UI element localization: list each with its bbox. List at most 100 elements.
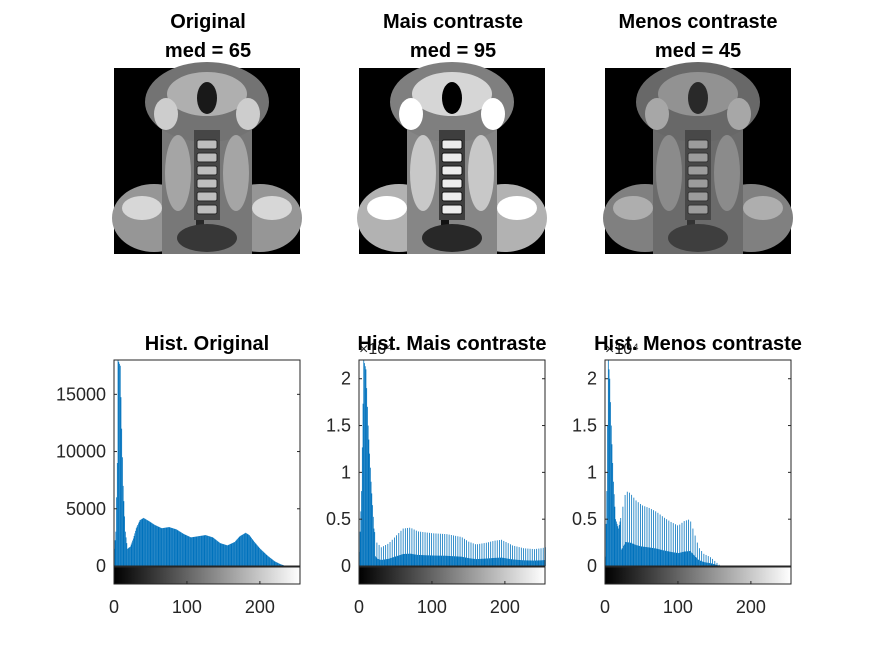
histogram-bar — [127, 548, 129, 566]
histogram-bar — [707, 562, 708, 566]
histogram-bar — [437, 555, 438, 566]
histogram-bar — [396, 535, 397, 566]
histogram-bar — [439, 533, 441, 566]
histogram-bar — [453, 556, 455, 566]
histogram-bar — [442, 555, 444, 566]
histogram-bar — [259, 548, 261, 566]
histogram-bar — [675, 524, 676, 566]
histogram-bar — [187, 536, 189, 566]
histogram-bar — [184, 534, 185, 566]
histogram-bar — [380, 547, 382, 566]
histogram-bar — [443, 555, 445, 566]
histogram-bar — [415, 530, 417, 566]
histogram-bar — [385, 545, 387, 566]
histogram-bar — [698, 560, 700, 566]
histogram-bar — [435, 533, 437, 566]
histogram-bar — [487, 558, 489, 566]
scan-vertebra — [441, 178, 463, 189]
histogram-bar — [365, 369, 367, 566]
histogram-bar — [483, 543, 485, 566]
histogram-bar — [649, 547, 651, 566]
histogram-bar — [497, 557, 499, 566]
histogram-bar — [607, 360, 609, 566]
histogram-bar — [410, 553, 412, 566]
histogram-bar — [513, 559, 515, 566]
histogram-bar — [515, 559, 517, 566]
histogram-bar — [526, 560, 527, 566]
histogram-bar — [705, 554, 707, 566]
histogram-bar — [676, 552, 678, 566]
histogram-bar — [173, 528, 175, 566]
histogram-bar — [476, 559, 478, 566]
histogram-bar — [373, 528, 375, 566]
histogram-bar — [399, 555, 400, 566]
histogram-bar — [122, 485, 124, 566]
histogram-bar — [119, 363, 120, 566]
histogram-bar — [197, 536, 199, 566]
histogram-bar — [233, 542, 235, 566]
histogram-bar — [416, 554, 418, 566]
histogram-bar — [693, 555, 695, 566]
histogram-bar — [270, 558, 272, 566]
histogram-bar — [699, 548, 700, 566]
histogram-bar — [274, 561, 276, 566]
histogram-bar — [515, 559, 516, 566]
histogram-bar — [394, 556, 396, 566]
histogram-bar — [465, 557, 467, 566]
histogram-bar — [473, 558, 475, 566]
histogram-bar — [653, 548, 655, 566]
histogram-bar — [118, 361, 120, 566]
histogram-bar — [691, 553, 693, 566]
scan-vertebra — [196, 139, 218, 150]
histogram-bar — [264, 553, 266, 566]
histogram-bar — [451, 556, 453, 566]
histogram-bar — [674, 552, 676, 566]
histogram-bar — [494, 540, 496, 566]
histogram-bar — [143, 517, 144, 566]
histogram-bar — [617, 526, 619, 566]
histogram-bar — [670, 521, 672, 566]
histogram-bar — [375, 556, 376, 566]
histogram-bar — [685, 551, 687, 566]
scan-anatomy-shape — [223, 135, 249, 211]
histogram-bar — [278, 563, 279, 566]
histogram-bar — [715, 564, 716, 566]
histogram-bar — [368, 439, 370, 566]
histogram-bar — [708, 562, 710, 566]
histogram-bar — [462, 557, 464, 566]
histogram-bar — [496, 540, 498, 566]
histogram-bar — [704, 562, 705, 566]
histogram-bar — [711, 563, 713, 566]
histogram-bar — [235, 540, 237, 566]
scan-vertebra — [687, 191, 709, 202]
histogram-bar — [679, 524, 681, 566]
histogram-bar — [202, 535, 204, 566]
histogram-bar — [194, 536, 196, 566]
histogram-bar — [361, 447, 363, 566]
histogram-bar — [259, 547, 260, 566]
histogram-bar — [504, 558, 505, 566]
histogram-bar — [669, 551, 671, 566]
histogram-bar — [130, 544, 132, 566]
histogram-bar — [393, 557, 395, 566]
histogram-bar — [626, 491, 628, 566]
histogram-bar — [606, 491, 608, 566]
histogram-bar — [369, 467, 371, 566]
x-tick-label: 0 — [354, 597, 364, 617]
y-tick-label: 0.5 — [326, 509, 351, 529]
x-tick-label: 0 — [109, 597, 119, 617]
histogram-bar — [217, 541, 219, 566]
histogram-bar — [615, 519, 616, 566]
scan-vertebra — [196, 191, 218, 202]
histogram-bar — [245, 532, 247, 566]
histogram-bar — [267, 555, 268, 566]
histogram-bar — [471, 558, 473, 566]
histogram-bar — [631, 543, 633, 566]
histogram-bar — [688, 551, 690, 566]
histogram-bar — [478, 558, 480, 566]
histogram-bar — [532, 560, 534, 566]
histogram-bar — [665, 550, 667, 566]
y-tick-label: 0 — [96, 556, 106, 576]
histogram-bar — [716, 562, 718, 566]
